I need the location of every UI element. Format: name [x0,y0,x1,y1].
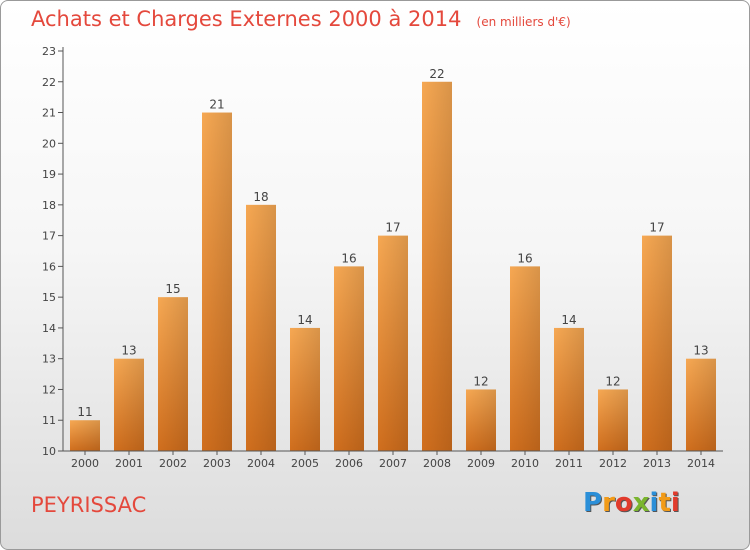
bar-shade-2014 [686,358,716,451]
y-tick-label: 21 [42,107,56,120]
bar-shade-2004 [246,204,276,451]
x-tick-label: 2009 [467,457,495,470]
x-tick-label: 2008 [423,457,451,470]
logo-letter: x [632,488,650,518]
bar-shade-2010 [510,266,540,451]
y-tick-label: 13 [42,353,56,366]
bar-value-label: 16 [517,251,532,265]
x-axis: 2000 2001 2002 2003 2004 2005 2006 2007 2008 2009… [63,450,723,470]
y-tick-label: 20 [42,137,56,150]
bar-value-label: 14 [561,313,576,327]
bar-shade-2002 [158,297,188,451]
chart-title: Achats et Charges Externes 2000 à 2014 [31,7,462,31]
y-tick-label: 12 [42,383,56,396]
y-tick-label: 16 [42,260,56,273]
bar-shade-2013 [642,235,672,451]
bar-shade-2003 [202,112,232,452]
x-tick-label: 2004 [247,457,275,470]
y-tick-label: 22 [42,76,56,89]
bar-shade-2006 [334,266,364,451]
y-tick-label: 14 [42,322,56,335]
x-tick-label: 2005 [291,457,319,470]
y-tick-label: 10 [42,445,56,458]
commune-name: PEYRISSAC [31,493,147,517]
bar-shade-2001 [114,358,144,451]
bar-value-label: 16 [341,251,356,265]
x-tick-label: 2006 [335,457,363,470]
bar-value-label: 22 [429,67,444,81]
bar-value-label: 12 [605,374,620,388]
logo-letter: i [649,488,659,518]
logo-letter: t [658,488,671,518]
x-tick-label: 2000 [71,457,99,470]
bar-shade-2005 [290,327,320,451]
x-tick-label: 2014 [687,457,715,470]
y-tick-label: 17 [42,230,56,243]
logo-letter: P [583,488,603,518]
bar-value-label: 13 [121,344,136,358]
y-tick-label: 15 [42,291,56,304]
bar-value-label: 18 [253,190,268,204]
x-tick-label: 2010 [511,457,539,470]
bar-value-label: 14 [297,313,312,327]
proxiti-logo[interactable]: Proxiti [583,488,680,518]
x-tick-label: 2002 [159,457,187,470]
logo-letter: o [614,488,633,518]
bar-value-label: 12 [473,374,488,388]
y-tick-label: 19 [42,168,56,181]
x-tick-label: 2013 [643,457,671,470]
bar-shade-2007 [378,235,408,451]
bar-value-label: 13 [693,344,708,358]
bar-value-label: 15 [165,282,180,296]
x-tick-label: 2012 [599,457,627,470]
bar-value-label: 17 [385,221,400,235]
y-tick-label: 23 [42,45,56,58]
bar-shade-2009 [466,389,496,451]
x-tick-label: 2011 [555,457,583,470]
chart-subtitle: (en milliers d'€) [476,15,571,29]
bar-shade-2011 [554,327,584,451]
logo-letter: i [670,488,680,518]
y-tick-label: 11 [42,414,56,427]
x-tick-label: 2007 [379,457,407,470]
y-tick-label: 18 [42,199,56,212]
y-axis: 10 11 12 13 14 15 16 17 18 19 20 21 22 23 [42,45,64,458]
bar-value-label: 11 [77,405,92,419]
bar-value-label: 21 [209,98,224,112]
logo-letter: r [602,488,615,518]
bar-value-label: 17 [649,221,664,235]
x-tick-label: 2001 [115,457,143,470]
bars: 11 13 15 21 18 14 16 17 22 12 16 14 12 17 13 [70,67,716,452]
bar-shade-2008 [422,81,452,452]
bar-shade-2012 [598,389,628,451]
title-row: Achats et Charges Externes 2000 à 2014 (… [31,7,571,31]
bar-shade-2000 [70,420,100,451]
x-tick-label: 2003 [203,457,231,470]
